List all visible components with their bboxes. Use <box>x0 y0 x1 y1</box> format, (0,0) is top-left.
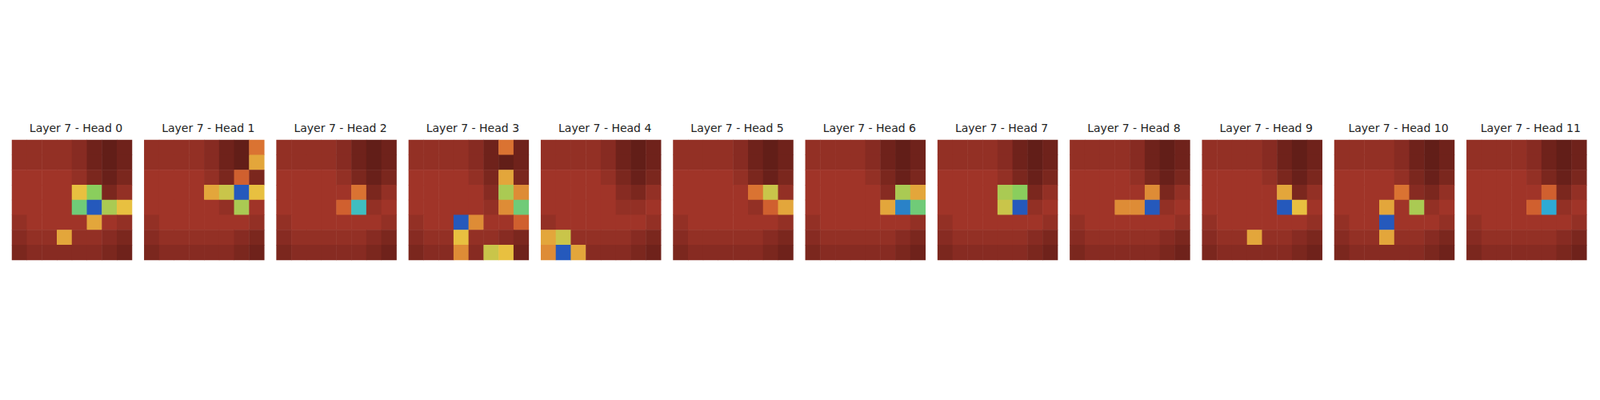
svg-text:Layer 7 - Head 3: Layer 7 - Head 3 <box>426 121 520 135</box>
svg-text:Layer 7 - Head 10: Layer 7 - Head 10 <box>1348 121 1448 135</box>
svg-text:Layer 7 - Head 8: Layer 7 - Head 8 <box>1087 121 1180 135</box>
svg-text:Layer 7 - Head 11: Layer 7 - Head 11 <box>1480 121 1581 135</box>
svg-text:Layer 7 - Head 2: Layer 7 - Head 2 <box>293 121 387 135</box>
svg-text:Layer 7 - Head 6: Layer 7 - Head 6 <box>823 121 916 135</box>
svg-text:Layer 7 - Head 1: Layer 7 - Head 1 <box>161 121 255 135</box>
svg-text:Layer 7 - Head 9: Layer 7 - Head 9 <box>1220 121 1313 135</box>
svg-text:Layer 7 - Head 5: Layer 7 - Head 5 <box>690 121 784 135</box>
svg-text:Layer 7 - Head 0: Layer 7 - Head 0 <box>29 121 123 135</box>
svg-text:Layer 7 - Head 7: Layer 7 - Head 7 <box>955 121 1048 135</box>
svg-text:Layer 7 - Head 4: Layer 7 - Head 4 <box>558 121 652 135</box>
